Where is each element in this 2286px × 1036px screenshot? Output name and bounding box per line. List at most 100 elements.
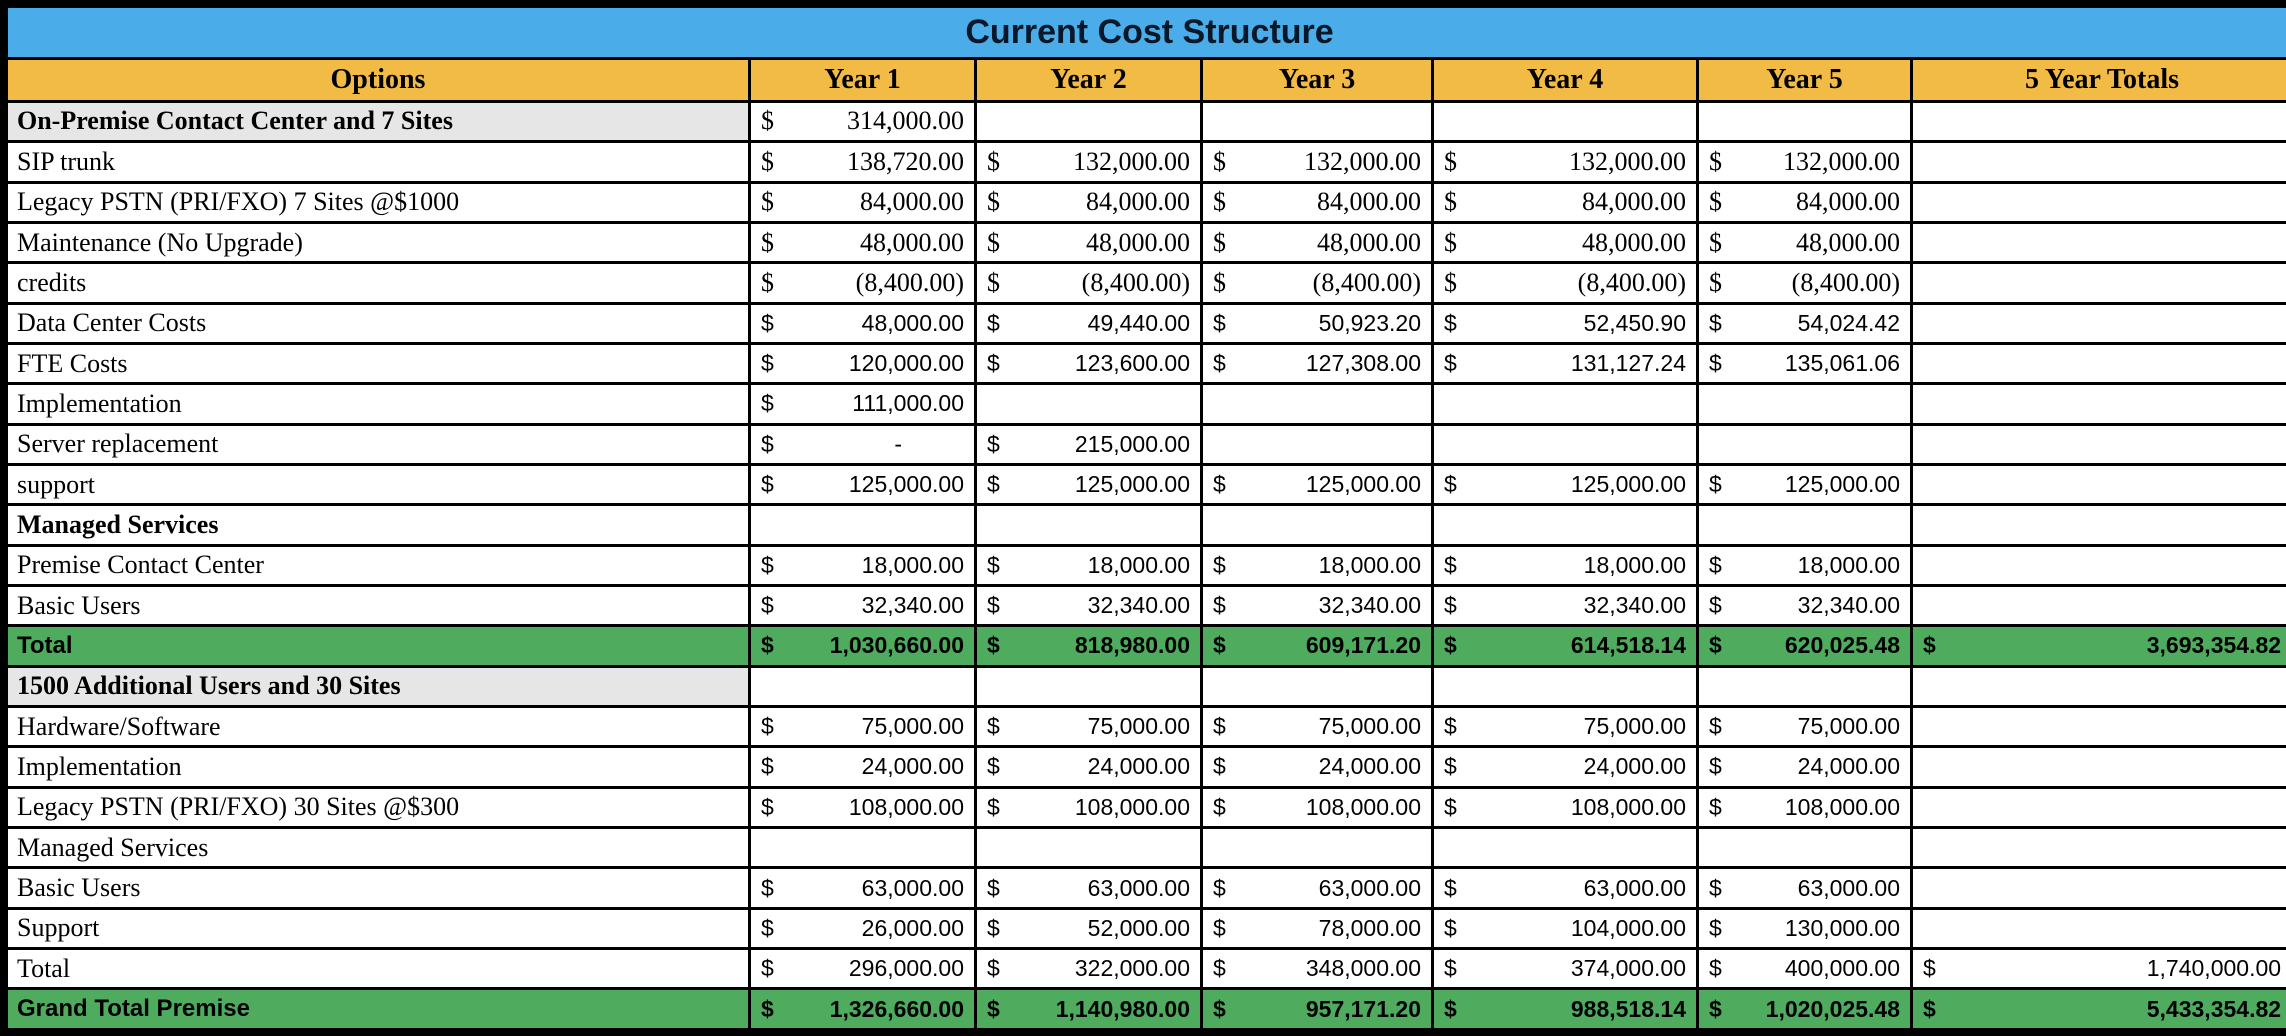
value-cell[interactable] [1909,301,2286,345]
value-cell[interactable]: $32,340.00 [1200,583,1434,628]
row-label-cell[interactable]: Data Center Costs [5,301,751,345]
value-cell[interactable] [1200,503,1434,547]
value-cell[interactable]: $620,025.48 [1696,624,1913,668]
value-cell[interactable] [1696,664,1913,708]
column-header-options[interactable]: Options [5,57,751,103]
value-cell[interactable]: $400,000.00 [1696,947,1913,991]
value-cell[interactable] [1909,422,2286,466]
row-label-cell[interactable]: Grand Total Premise [5,987,751,1031]
row-label-cell[interactable]: Managed Services [5,503,751,547]
value-cell[interactable] [1909,462,2286,507]
value-cell[interactable] [1909,664,2286,708]
value-cell[interactable]: $48,000.00 [748,220,977,265]
value-cell[interactable] [1431,503,1699,547]
value-cell[interactable]: $63,000.00 [1200,866,1434,910]
value-cell[interactable]: $322,000.00 [974,947,1203,991]
value-cell[interactable]: $125,000.00 [1696,462,1913,507]
value-cell[interactable]: $123,600.00 [974,341,1203,386]
row-label-cell[interactable]: Legacy PSTN (PRI/FXO) 7 Sites @$1000 [5,180,751,224]
value-cell[interactable] [1431,825,1699,870]
value-cell[interactable]: $24,000.00 [974,745,1203,789]
value-cell[interactable]: $75,000.00 [1200,704,1434,749]
value-cell[interactable]: $111,000.00 [748,382,977,426]
value-cell[interactable]: $32,340.00 [1431,583,1699,628]
row-label-cell[interactable]: Managed Services [5,825,751,870]
value-cell[interactable] [974,382,1203,426]
value-cell[interactable] [1696,422,1913,466]
value-cell[interactable]: $818,980.00 [974,624,1203,668]
value-cell[interactable] [1696,825,1913,870]
column-header-year5[interactable]: Year 5 [1696,57,1913,103]
value-cell[interactable]: $ (8,400.00) [1200,261,1434,305]
value-cell[interactable]: $78,000.00 [1200,906,1434,951]
value-cell[interactable]: $32,340.00 [748,583,977,628]
row-label-cell[interactable]: Total [5,624,751,668]
value-cell[interactable]: $18,000.00 [748,543,977,587]
value-cell[interactable]: $132,000.00 [1200,140,1434,184]
column-header-year4[interactable]: Year 4 [1431,57,1699,103]
row-label-cell[interactable]: Total [5,947,751,991]
value-cell[interactable]: $63,000.00 [1696,866,1913,910]
value-cell[interactable] [1909,140,2286,184]
row-label-cell[interactable]: Support [5,906,751,951]
value-cell[interactable] [1696,382,1913,426]
value-cell[interactable]: $84,000.00 [974,180,1203,224]
value-cell[interactable] [1909,261,2286,305]
value-cell[interactable] [1431,99,1699,144]
value-cell[interactable]: $18,000.00 [1431,543,1699,587]
row-label-cell[interactable]: FTE Costs [5,341,751,386]
value-cell[interactable]: $18,000.00 [974,543,1203,587]
value-cell[interactable]: $24,000.00 [1696,745,1913,789]
value-cell[interactable]: $1,740,000.00 [1909,947,2286,991]
value-cell[interactable] [974,664,1203,708]
value-cell[interactable]: $32,340.00 [1696,583,1913,628]
value-cell[interactable]: $104,000.00 [1431,906,1699,951]
value-cell[interactable]: $215,000.00 [974,422,1203,466]
value-cell[interactable]: $132,000.00 [974,140,1203,184]
page-title[interactable]: Current Cost Structure [4,4,2286,61]
value-cell[interactable] [1909,785,2286,830]
value-cell[interactable]: $348,000.00 [1200,947,1434,991]
value-cell[interactable]: $48,000.00 [974,220,1203,265]
value-cell[interactable]: $108,000.00 [1696,785,1913,830]
value-cell[interactable]: $54,024.42 [1696,301,1913,345]
value-cell[interactable] [1696,99,1913,144]
value-cell[interactable]: $314,000.00 [748,99,977,144]
value-cell[interactable] [1909,866,2286,910]
value-cell[interactable]: $84,000.00 [1200,180,1434,224]
row-label-cell[interactable]: Maintenance (No Upgrade) [5,220,751,265]
value-cell[interactable]: $26,000.00 [748,906,977,951]
value-cell[interactable]: $52,450.90 [1431,301,1699,345]
value-cell[interactable] [1909,704,2286,749]
value-cell[interactable]: $125,000.00 [1431,462,1699,507]
value-cell[interactable]: $108,000.00 [1200,785,1434,830]
value-cell[interactable]: $75,000.00 [748,704,977,749]
value-cell[interactable]: $48,000.00 [1431,220,1699,265]
value-cell[interactable]: $108,000.00 [974,785,1203,830]
value-cell[interactable]: $127,308.00 [1200,341,1434,386]
value-cell[interactable]: $125,000.00 [748,462,977,507]
row-label-cell[interactable]: 1500 Additional Users and 30 Sites [5,664,751,708]
value-cell[interactable]: $108,000.00 [1431,785,1699,830]
value-cell[interactable]: $75,000.00 [1431,704,1699,749]
column-header-year3[interactable]: Year 3 [1200,57,1434,103]
value-cell[interactable]: $75,000.00 [1696,704,1913,749]
value-cell[interactable]: $132,000.00 [1696,140,1913,184]
value-cell[interactable]: $75,000.00 [974,704,1203,749]
value-cell[interactable]: $1,140,980.00 [974,987,1203,1031]
value-cell[interactable] [1200,825,1434,870]
value-cell[interactable] [1431,422,1699,466]
value-cell[interactable] [748,825,977,870]
value-cell[interactable] [1200,99,1434,144]
value-cell[interactable]: $1,326,660.00 [748,987,977,1031]
value-cell[interactable] [974,99,1203,144]
value-cell[interactable]: $1,020,025.48 [1696,987,1913,1031]
value-cell[interactable] [748,503,977,547]
value-cell[interactable]: $374,000.00 [1431,947,1699,991]
value-cell[interactable]: $125,000.00 [974,462,1203,507]
value-cell[interactable]: $3,693,354.82 [1909,624,2286,668]
value-cell[interactable]: $24,000.00 [748,745,977,789]
value-cell[interactable]: $132,000.00 [1431,140,1699,184]
value-cell[interactable] [1200,422,1434,466]
value-cell[interactable]: $ - [748,422,977,466]
